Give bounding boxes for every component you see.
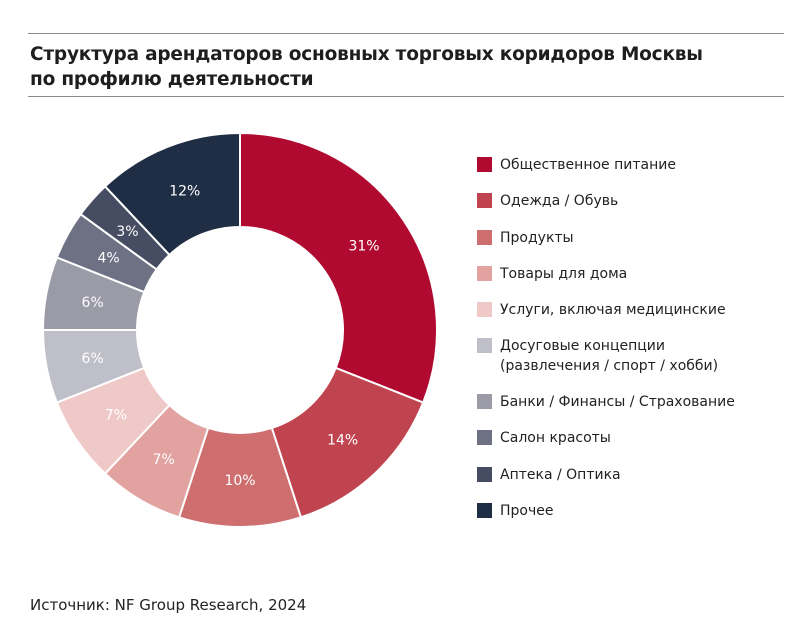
legend-item: Услуги, включая медицинские (477, 300, 726, 320)
data-label: 7% (105, 407, 127, 423)
legend-label-line: (развлечения / спорт / хобби) (500, 358, 719, 374)
legend-item: Одежда / Обувь (477, 191, 618, 211)
legend-label-line: Товары для дома (500, 266, 628, 282)
legend-label: Общественное питание (500, 155, 676, 175)
data-label: 31% (348, 239, 379, 255)
legend-swatch (477, 338, 492, 353)
legend-swatch (477, 230, 492, 245)
title-line-2: по профилю деятельности (30, 69, 314, 90)
legend-swatch (477, 467, 492, 482)
donut-chart: 31% 14% 10% 7% 7% 6% 6% 4% 3% 12% (41, 131, 438, 528)
title-line-1: Структура арендаторов основных торговых … (30, 44, 703, 65)
data-label: 14% (327, 432, 358, 448)
legend-label-line: Продукты (500, 230, 574, 246)
legend-label-line: Одежда / Обувь (500, 193, 619, 209)
legend-label: Товары для дома (500, 264, 627, 284)
data-label: 6% (82, 295, 104, 311)
legend-label: Продукты (500, 228, 574, 248)
data-label: 10% (224, 473, 255, 489)
data-label: 6% (82, 351, 104, 367)
legend-label-line: Банки / Финансы / Страхование (500, 394, 735, 410)
legend-label-line: Общественное питание (500, 157, 676, 173)
legend-swatch (477, 157, 492, 172)
legend-item: Салон красоты (477, 428, 611, 448)
legend-item: Прочее (477, 501, 553, 521)
legend-swatch (477, 193, 492, 208)
legend-label-line: Салон красоты (500, 430, 611, 446)
legend-label: Салон красоты (500, 428, 611, 448)
legend-label: Досуговые концепции (развлечения / спорт … (500, 336, 718, 376)
legend-swatch (477, 394, 492, 409)
legend-swatch (477, 266, 492, 281)
title-underline (28, 96, 784, 97)
legend-label: Банки / Финансы / Страхование (500, 392, 735, 412)
top-rule (28, 33, 784, 34)
donut-slice (103, 131, 241, 257)
legend-swatch (477, 430, 492, 445)
legend-item: Аптека / Оптика (477, 465, 621, 485)
legend-item: Товары для дома (477, 264, 627, 284)
legend-swatch (477, 503, 492, 518)
legend-swatch (477, 302, 492, 317)
chart-title: Структура арендаторов основных торговых … (30, 42, 703, 92)
data-label: 4% (97, 251, 119, 267)
legend-label-line: Аптека / Оптика (500, 467, 621, 483)
legend-item: Общественное питание (477, 155, 676, 175)
legend-label: Одежда / Обувь (500, 191, 618, 211)
legend-label: Услуги, включая медицинские (500, 300, 726, 320)
data-label: 3% (116, 224, 138, 240)
legend-label: Аптека / Оптика (500, 465, 621, 485)
data-label: 7% (153, 452, 175, 468)
legend-label-line: Прочее (500, 503, 554, 519)
legend-item: Продукты (477, 228, 574, 248)
legend-item: Досуговые концепции (развлечения / спорт … (477, 336, 718, 376)
legend-item: Банки / Финансы / Страхование (477, 392, 735, 412)
legend-label-line: Услуги, включая медицинские (500, 302, 726, 318)
legend-label: Прочее (500, 501, 553, 521)
data-label: 12% (169, 184, 200, 200)
donut-slice (239, 131, 438, 404)
legend-label-line: Досуговые концепции (500, 338, 665, 354)
source-note: Источник: NF Group Research, 2024 (30, 596, 307, 614)
